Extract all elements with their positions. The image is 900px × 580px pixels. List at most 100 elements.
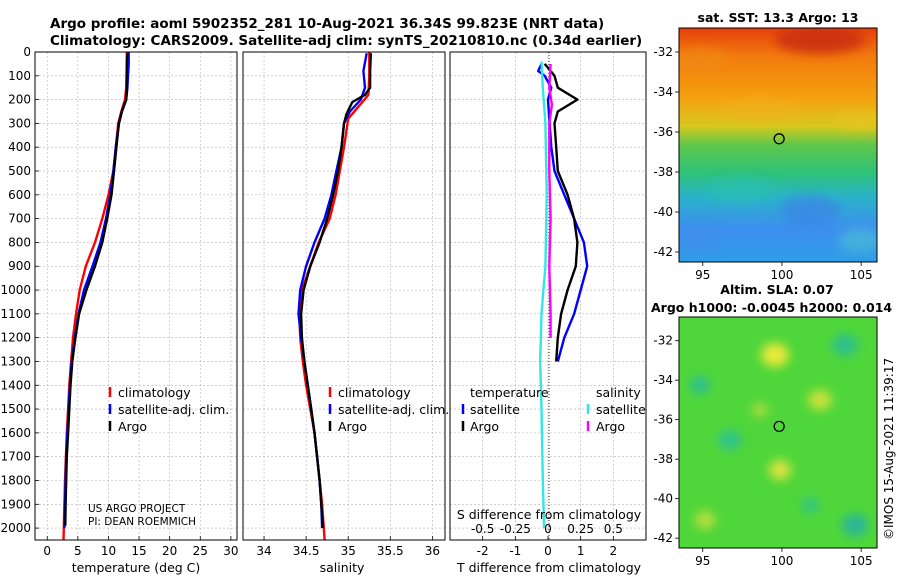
- sst-texture: [679, 28, 877, 252]
- difference-panel: -2 -1 0 1 2 -0.5 -0.25 0 0.25 0.5 S difference f…: [449, 51, 647, 575]
- series-argo: [299, 53, 373, 529]
- salinity-legend: climatology satellite-adj. clim. Argo: [328, 385, 449, 434]
- y-tick-label: 1200: [0, 331, 31, 345]
- x-tick-label: 30: [223, 544, 238, 558]
- y-tick-label: 700: [8, 212, 31, 226]
- temperature-xticks: 0 5 10 15 20 25 30: [43, 536, 239, 558]
- sst-map-ticks: 95 100 105 -32 -34 -36 -38 -40 -42: [653, 45, 872, 282]
- legend-label-satellite: satellite-adj. clim.: [338, 402, 449, 417]
- y-tick-label: 1600: [0, 426, 31, 440]
- temperature-yticks: 0 100 200 300 400 500 600 700 800 900 1000 1100 1200…: [0, 45, 39, 535]
- temperature-panel: 0 5 10 15 20 25 30 0 100 200 300 400 500 600 700 800 90…: [0, 45, 238, 575]
- difference-s-xticks: -0.5 -0.25 0 0.25 0.5: [471, 522, 623, 536]
- s-tick-label: 0.25: [567, 522, 594, 536]
- salinity-lines: [297, 52, 373, 540]
- temperature-legend: climatology satellite-adj. clim. Argo: [108, 385, 229, 434]
- salinity-xticks: 34 34.5 35 35.5 36: [256, 536, 440, 558]
- salinity-axes-box: [242, 51, 446, 541]
- x-tick-label: 36: [425, 544, 440, 558]
- map-y-tick-label: -42: [653, 531, 673, 545]
- legend-header-salinity: salinity: [596, 385, 641, 400]
- series-climatology: [298, 52, 371, 540]
- sla-map-ticks: 95 100 105 -32 -34 -36 -38 -40 -42: [653, 334, 872, 568]
- y-tick-label: 1300: [0, 354, 31, 368]
- x-tick-label: -2: [477, 544, 489, 558]
- s-tick-label: 0: [544, 522, 552, 536]
- series-t-argo: [543, 63, 579, 362]
- x-tick-label: 35.5: [377, 544, 404, 558]
- map-y-tick-label: -34: [653, 373, 673, 387]
- y-tick-label: 300: [8, 116, 31, 130]
- y-tick-label: 100: [8, 69, 31, 83]
- x-tick-label: 5: [74, 544, 82, 558]
- difference-s-xlabel: S difference from climatology: [457, 507, 642, 522]
- x-tick-label: 35: [341, 544, 356, 558]
- map-y-tick-label: -32: [653, 334, 673, 348]
- map-x-tick-label: 95: [695, 554, 710, 568]
- y-tick-label: 1500: [0, 402, 31, 416]
- salinity-panel: 34 34.5 35 35.5 36 salinity climatology sate…: [242, 51, 449, 575]
- difference-lines: [537, 61, 589, 529]
- difference-legend: temperature salinity satellite Argo sate…: [461, 385, 646, 434]
- x-tick-label: 34: [256, 544, 271, 558]
- y-tick-label: 1700: [0, 450, 31, 464]
- legend-header-temperature: temperature: [470, 385, 549, 400]
- series-s-argo: [548, 63, 554, 338]
- x-tick-label: 25: [193, 544, 208, 558]
- map-x-tick-label: 105: [850, 554, 873, 568]
- series-argo: [64, 53, 129, 526]
- x-tick-label: 2: [610, 544, 618, 558]
- legend-label-s-argo: Argo: [596, 419, 625, 434]
- credit-project: US ARGO PROJECT: [88, 503, 186, 515]
- map-y-tick-label: -34: [653, 85, 673, 99]
- argo-location-marker: [773, 133, 785, 145]
- y-tick-label: 200: [8, 93, 31, 107]
- x-tick-label: -1: [509, 544, 521, 558]
- s-tick-label: 0.5: [604, 522, 623, 536]
- sla-map-subtitle: Argo h1000: -0.0045 h2000: 0.014: [651, 300, 892, 315]
- x-tick-label: 20: [162, 544, 177, 558]
- map-y-tick-label: -38: [653, 452, 673, 466]
- series-t-satellite: [537, 63, 589, 362]
- legend-label-climatology: climatology: [338, 385, 411, 400]
- y-tick-label: 0: [23, 45, 31, 59]
- difference-grid: [450, 51, 646, 540]
- x-tick-label: 15: [131, 544, 146, 558]
- map-y-tick-label: -32: [653, 45, 673, 59]
- y-tick-label: 1100: [0, 307, 31, 321]
- sla-map: Altim. SLA: 0.07 Argo h1000: -0.0045 h20…: [651, 282, 892, 568]
- series-s-satellite: [539, 61, 548, 529]
- y-tick-label: 2000: [0, 521, 31, 535]
- sla-texture: [690, 334, 868, 536]
- map-y-tick-label: -42: [653, 245, 673, 259]
- legend-label-argo: Argo: [338, 419, 367, 434]
- legend-label-t-satellite: satellite: [470, 402, 520, 417]
- legend-label-satellite: satellite-adj. clim.: [118, 402, 229, 417]
- legend-label-s-satellite: satellite: [596, 402, 646, 417]
- argo-location-marker: [773, 420, 785, 433]
- difference-t-xlabel: T difference from climatology: [456, 560, 642, 575]
- legend-label-argo: Argo: [118, 419, 147, 434]
- difference-t-xticks: -2 -1 0 1 2: [477, 536, 617, 558]
- imos-timestamp: ©IMOS 15-Aug-2021 11:39:17: [882, 358, 896, 540]
- figure-title-line2: Climatology: CARS2009. Satellite-adj cli…: [50, 33, 642, 49]
- x-tick-label: 1: [577, 544, 585, 558]
- temperature-xlabel: temperature (deg C): [72, 560, 201, 575]
- map-y-tick-label: -40: [653, 205, 673, 219]
- x-tick-label: 10: [101, 544, 116, 558]
- map-y-tick-label: -40: [653, 492, 673, 506]
- credit-pi: PI: DEAN ROEMMICH: [88, 516, 196, 528]
- x-tick-label: 34.5: [293, 544, 320, 558]
- y-tick-label: 1800: [0, 473, 31, 487]
- sst-map: sat. SST: 13.3 Argo: 13 95 100 105 -32 -34 -3…: [653, 10, 878, 282]
- map-x-tick-label: 100: [771, 268, 794, 282]
- s-tick-label: -0.5: [471, 522, 494, 536]
- y-tick-label: 800: [8, 235, 31, 249]
- sla-map-frame: [678, 316, 878, 549]
- y-tick-label: 900: [8, 259, 31, 273]
- map-y-tick-label: -36: [653, 125, 673, 139]
- figure-title-line1: Argo profile: aoml 5902352_281 10-Aug-20…: [50, 16, 604, 32]
- series-climatology: [62, 52, 128, 540]
- sst-map-title: sat. SST: 13.3 Argo: 13: [698, 10, 859, 25]
